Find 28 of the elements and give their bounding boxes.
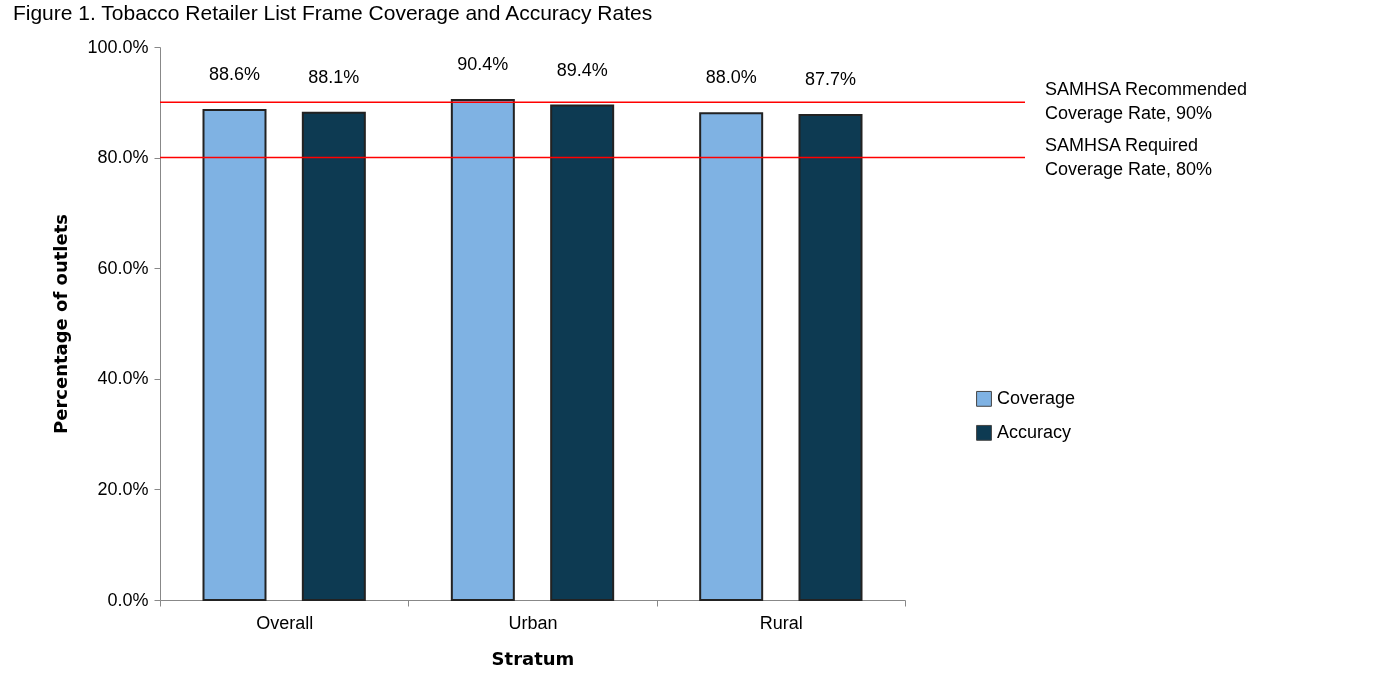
bar — [550, 104, 615, 601]
ref-line-label: SAMHSA Required Coverage Rate, 80% — [1045, 134, 1213, 179]
bar — [301, 111, 366, 601]
data-label: 88.1% — [308, 66, 360, 87]
chart-title: Figure 1. Tobacco Retailer List Frame Coverage and Accuracy Rates — [12, 1, 653, 24]
data-label: 89.4% — [556, 59, 608, 80]
legend-label: Coverage — [997, 387, 1076, 408]
x-axis-title: Stratum — [491, 647, 575, 669]
x-tick-label: Overall — [256, 612, 314, 633]
y-tick-label: 100.0% — [87, 36, 149, 57]
data-label: 88.0% — [705, 67, 757, 88]
x-tick-label: Rural — [759, 612, 803, 633]
ref-line-label: SAMHSA Recommended Coverage Rate, 90% — [1045, 79, 1248, 124]
data-label: 90.4% — [457, 54, 509, 75]
y-tick-label: 60.0% — [97, 257, 149, 278]
legend-label: Accuracy — [997, 421, 1072, 442]
y-tick-label: 20.0% — [97, 478, 149, 499]
data-label: 87.7% — [804, 69, 857, 90]
y-tick-label: 40.0% — [97, 368, 149, 389]
x-tick-label: Urban — [508, 612, 558, 633]
bar — [450, 99, 515, 601]
y-axis-title: Percentage of outlets — [50, 213, 72, 435]
y-tick-label: 0.0% — [107, 589, 149, 610]
bar — [699, 112, 764, 601]
data-label: 88.6% — [208, 64, 261, 85]
bar — [798, 114, 863, 601]
y-tick-label: 80.0% — [97, 147, 149, 168]
bar — [202, 109, 267, 601]
